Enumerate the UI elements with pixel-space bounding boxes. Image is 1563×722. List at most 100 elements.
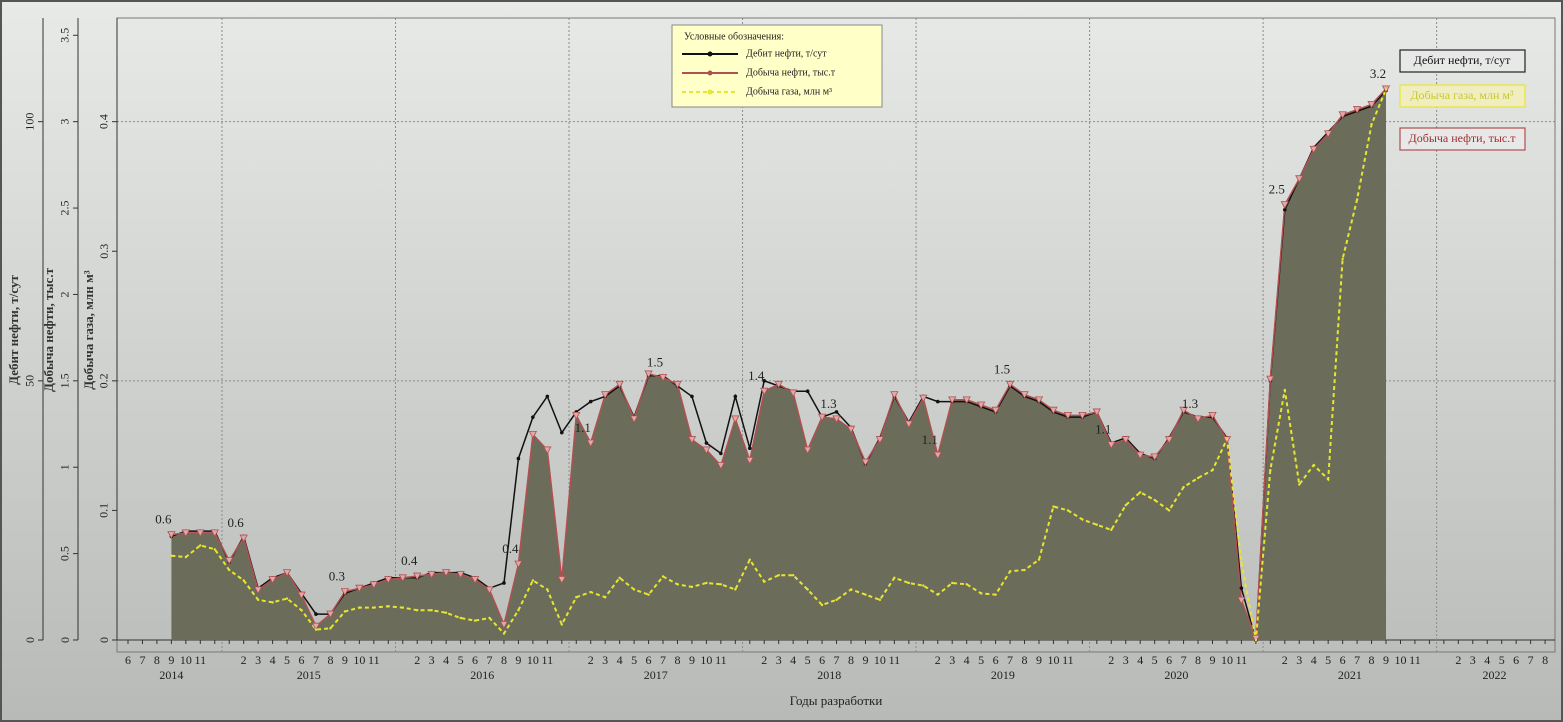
point-marker <box>358 606 361 609</box>
x-tick-label: 11 <box>1236 653 1248 667</box>
data-label: 1.5 <box>647 354 663 369</box>
x-tick-label: 9 <box>342 653 348 667</box>
point-marker <box>601 391 610 399</box>
point-marker <box>690 394 694 399</box>
point-marker <box>704 441 709 445</box>
point-marker <box>329 627 332 630</box>
point-marker <box>416 608 419 612</box>
legend-label: Добыча газа, млн м³ <box>746 86 832 97</box>
point-marker <box>1179 406 1188 415</box>
y-tick-label: 3.5 <box>58 28 72 43</box>
x-tick-label: 6 <box>993 653 999 667</box>
x-tick-label: 6 <box>472 653 478 667</box>
legend-label: Добыча нефти, тыс.т <box>746 67 836 78</box>
point-marker <box>242 579 245 582</box>
year-label: 2021 <box>1338 668 1362 682</box>
data-label: 1.1 <box>1095 422 1111 437</box>
point-marker <box>1081 518 1084 521</box>
point-marker <box>760 387 769 396</box>
point-marker <box>1005 380 1015 389</box>
point-marker <box>1280 201 1289 209</box>
point-marker <box>777 574 780 577</box>
point-marker <box>1237 596 1246 605</box>
x-tick-label: 10 <box>353 653 365 667</box>
point-marker <box>861 458 870 467</box>
point-marker <box>1066 509 1070 512</box>
point-marker <box>485 586 494 595</box>
point-marker <box>1338 111 1347 120</box>
point-marker <box>687 436 697 444</box>
x-tick-label: 6 <box>1340 653 1346 667</box>
data-label: 0.3 <box>329 569 345 584</box>
point-marker <box>1124 504 1127 507</box>
data-label: 3.2 <box>1370 66 1386 81</box>
point-marker <box>1092 408 1101 417</box>
point-marker <box>1326 478 1330 481</box>
point-marker <box>1266 375 1275 384</box>
legend-label: Дебит нефти, т/сут <box>746 48 827 59</box>
point-marker <box>1211 469 1214 472</box>
year-label: 2020 <box>1164 668 1188 682</box>
point-marker <box>1251 634 1261 643</box>
point-marker <box>546 588 549 591</box>
point-marker <box>936 593 939 596</box>
point-marker <box>470 576 480 584</box>
data-label: 2.5 <box>1269 182 1285 197</box>
x-tick-label: 4 <box>964 653 970 667</box>
point-marker <box>268 576 277 584</box>
y-axis-title: Дебит нефти, т/сут <box>6 275 21 385</box>
point-marker <box>748 558 751 561</box>
data-label: 1.3 <box>820 396 836 411</box>
point-marker <box>1370 123 1373 126</box>
x-tick-label: 4 <box>790 653 796 667</box>
y-tick-label: 1 <box>58 464 72 470</box>
point-marker <box>702 446 711 455</box>
point-marker <box>398 574 407 583</box>
x-tick-label: 7 <box>1007 653 1013 667</box>
x-tick-label: 9 <box>1383 653 1389 667</box>
point-marker <box>979 592 983 595</box>
point-marker <box>572 411 581 420</box>
point-marker <box>355 584 364 593</box>
point-marker <box>1367 100 1376 109</box>
point-marker <box>444 611 448 614</box>
point-marker <box>1225 437 1229 441</box>
y-tick-label: 1.5 <box>58 373 72 388</box>
point-marker <box>1008 570 1012 573</box>
point-marker <box>210 529 219 538</box>
x-tick-label: 3 <box>429 653 435 667</box>
point-marker <box>297 591 306 600</box>
point-marker <box>228 568 231 572</box>
point-marker <box>588 399 593 404</box>
y-tick-label: 0 <box>58 637 72 643</box>
point-marker <box>817 413 827 422</box>
point-marker <box>184 555 188 559</box>
point-marker <box>1110 528 1113 532</box>
point-marker <box>413 572 422 581</box>
point-marker <box>456 570 465 579</box>
point-marker <box>629 415 639 424</box>
point-marker <box>1052 505 1055 508</box>
point-marker <box>545 394 550 399</box>
point-marker <box>1164 436 1174 444</box>
point-marker <box>516 456 521 461</box>
point-marker <box>170 554 173 557</box>
point-marker <box>820 603 824 607</box>
point-marker <box>1283 388 1287 392</box>
point-marker <box>271 601 274 604</box>
point-marker <box>199 544 202 547</box>
point-marker <box>514 560 523 569</box>
point-marker <box>517 608 520 612</box>
x-tick-label: 10 <box>180 653 192 667</box>
x-tick-label: 2 <box>241 653 247 667</box>
x-tick-label: 7 <box>834 653 840 667</box>
point-marker <box>835 598 838 602</box>
y-tick-label: 0 <box>23 637 37 643</box>
data-label: 0.6 <box>228 515 245 530</box>
point-marker <box>1095 523 1099 526</box>
point-marker <box>430 608 433 612</box>
point-marker <box>1049 406 1058 415</box>
point-marker <box>676 583 679 586</box>
data-label: 1.3 <box>1182 396 1198 411</box>
